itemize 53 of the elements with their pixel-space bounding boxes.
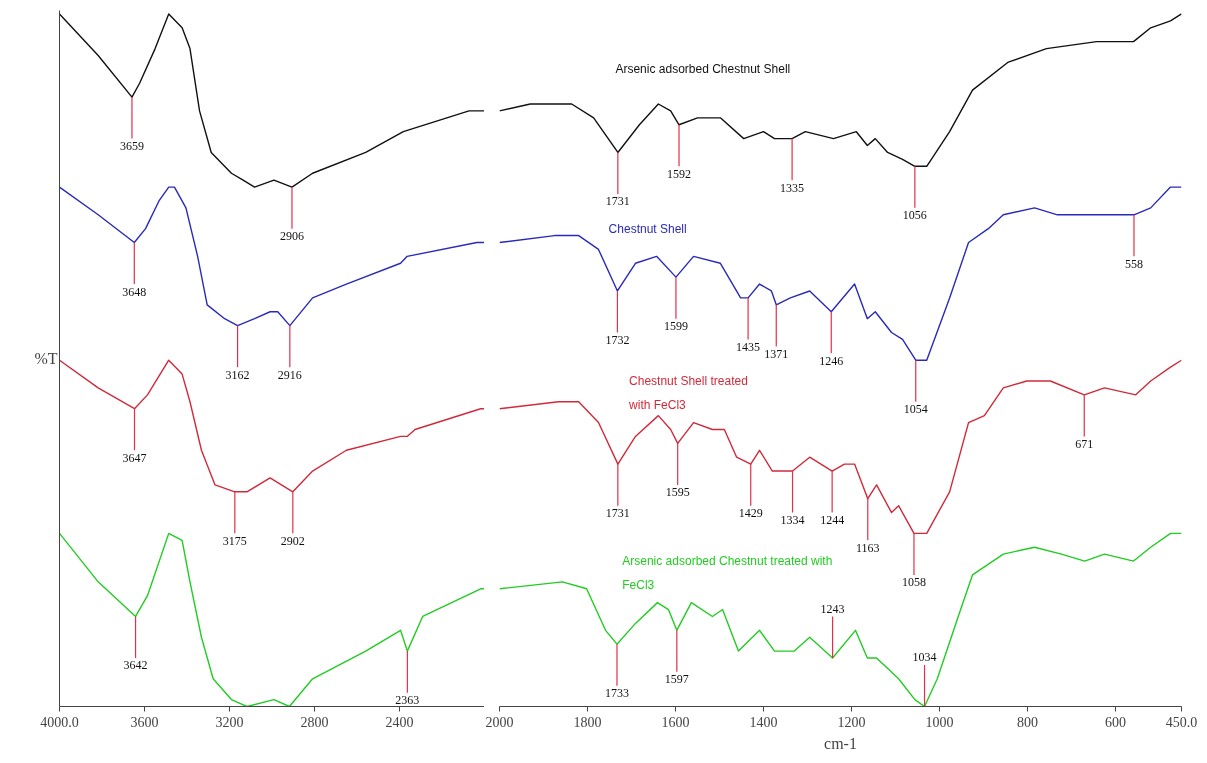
annotation: 1054 (903, 402, 928, 417)
x-tick-label: 1000 (925, 714, 954, 730)
annotation: 1246 (819, 353, 844, 368)
annotation: 1371 (764, 346, 789, 361)
annotation: 2916 (277, 367, 302, 382)
x-tick-label: 600 (1105, 714, 1126, 730)
annotation: 1243 (820, 602, 845, 617)
annotation: 1335 (780, 180, 805, 195)
annotation: 1429 (738, 506, 763, 521)
x-tick-label: 2400 (385, 714, 414, 730)
annotation: 1733 (604, 686, 629, 701)
x-tick-label: 3600 (130, 714, 159, 730)
annotation: 1058 (901, 575, 926, 590)
annotation: 3162 (225, 367, 250, 382)
x-tick-label: 2000 (485, 714, 514, 730)
annotation: 3659 (119, 139, 144, 154)
annotation: 3175 (222, 533, 247, 548)
annotation: 1592 (667, 166, 692, 181)
x-tick-label: 1400 (749, 714, 778, 730)
y-axis-title: %T (34, 350, 58, 367)
annotation: 3648 (122, 284, 147, 299)
annotation: 1244 (820, 513, 845, 528)
series-label: Chestnut Shell treated with FeCl3 (628, 374, 748, 412)
annotation: 2906 (279, 229, 304, 244)
x-axis-title: cm-1 (824, 734, 857, 752)
annotation: 1731 (605, 194, 630, 209)
x-tick-label: 1800 (573, 714, 602, 730)
annotation: 1732 (605, 332, 630, 347)
annotation: 671 (1075, 436, 1094, 451)
annotation: 558 (1124, 256, 1143, 271)
annotation: 1435 (736, 339, 761, 354)
text: Arsenic adsorbed Chestnut Shell (615, 62, 791, 77)
x-tick-label: 1600 (661, 714, 690, 730)
x-tick-label: 3200 (215, 714, 244, 730)
annotation: 1056 (902, 208, 927, 223)
annotation: 1334 (780, 513, 805, 528)
x-tick-label: 450.0 (1165, 714, 1198, 730)
annotation: 2363 (395, 693, 420, 708)
annotation: 3647 (122, 450, 147, 465)
annotation: 1599 (663, 319, 688, 334)
x-tick-label: 1200 (837, 714, 866, 730)
text: Arsenic adsorbed Chestnut treated with FeCl3 (622, 554, 833, 592)
series-label: Chestnut Shell (608, 221, 687, 236)
annotation: 3642 (123, 658, 148, 673)
annotation: 1595 (665, 485, 690, 500)
annotation: 2902 (280, 533, 305, 548)
annotation: 1034 (912, 650, 937, 665)
x-tick-label: 800 (1017, 714, 1038, 730)
annotation: 1163 (856, 540, 880, 555)
x-tick-label: 2800 (300, 714, 329, 730)
annotation: 1597 (664, 672, 689, 687)
x-tick-label: 4000.0 (40, 714, 79, 730)
annotation: 1731 (605, 506, 630, 521)
